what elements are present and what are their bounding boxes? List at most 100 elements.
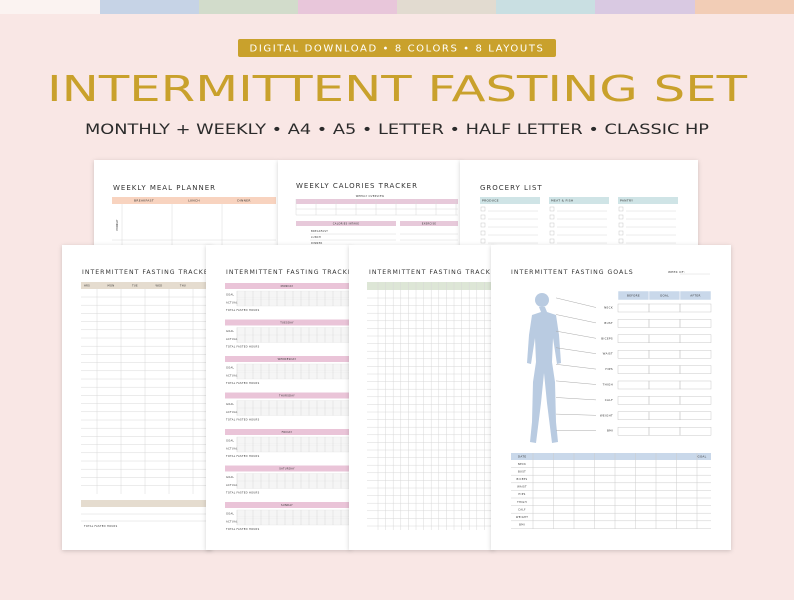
- page: WEEKLY CALORIES TRACKER WEEKLY OVERVIEW CA…: [278, 160, 462, 250]
- main-title: INTERMITTENT FASTING SET: [47, 69, 748, 110]
- checkbox: [480, 206, 486, 212]
- stripe: [695, 0, 794, 14]
- label: BREAKFAST: [311, 229, 328, 233]
- label: PANTRY: [620, 199, 633, 203]
- header-row: [296, 221, 396, 226]
- label: LUNCH: [311, 235, 321, 239]
- page: INTERMITTENT FASTING TRACKER MONDAY GOAL AC…: [206, 245, 358, 550]
- figure-head: [535, 293, 549, 307]
- cell: [679, 396, 712, 405]
- checkbox: [618, 206, 624, 212]
- pages: WEEKLY MEAL PLANNER BREAKFAST LUNCH DINNER M…: [62, 160, 731, 550]
- day-band: [225, 319, 349, 326]
- checkbox: [480, 238, 486, 244]
- checkbox: [480, 230, 486, 236]
- cell: [679, 380, 712, 390]
- cell: [679, 319, 712, 328]
- sheet: [460, 160, 698, 250]
- label: THURSDAY: [279, 394, 295, 398]
- label: THIGH: [517, 500, 527, 504]
- label: HRS: [84, 284, 90, 288]
- label: MON: [108, 284, 115, 288]
- stripe: [496, 0, 595, 14]
- day-band: [225, 429, 349, 435]
- checkbox: [549, 214, 555, 220]
- cell: [679, 350, 712, 359]
- sheet: [94, 160, 278, 250]
- checkbox: [549, 238, 555, 244]
- rule: [555, 397, 597, 401]
- label: TOTAL FASTED HOURS: [226, 345, 260, 349]
- label: INTERMITTENT FASTING TRACKER: [226, 269, 358, 276]
- sheet: [278, 160, 462, 250]
- badge-text: DIGITAL DOWNLOAD • 8 COLORS • 8 LAYOUTS: [250, 44, 545, 55]
- label: TOTAL FASTED HOURS: [226, 491, 260, 495]
- label: INTERMITTENT FASTING TRACKER: [82, 269, 214, 276]
- label: FRIDAY: [282, 430, 293, 434]
- stripe: [298, 0, 397, 14]
- label: INTERMITTENT FASTING TRACKER: [369, 269, 501, 276]
- label: GOAL: [226, 512, 234, 516]
- label: GROCERY LIST: [480, 184, 543, 192]
- label: THIGH: [602, 383, 613, 387]
- label: BMI: [519, 523, 525, 527]
- rule: [555, 380, 597, 385]
- label: TOTAL FASTED HOURS: [226, 454, 260, 458]
- label: HIPS: [605, 367, 613, 371]
- sheet: [349, 245, 494, 550]
- header-cell: [679, 290, 712, 301]
- rule: [555, 364, 597, 370]
- stripe: [595, 0, 695, 14]
- label: WAIST: [517, 485, 527, 489]
- checkbox: [480, 214, 486, 220]
- stripe: [199, 0, 298, 14]
- label: GOAL: [226, 366, 234, 370]
- label: BUST: [604, 321, 613, 325]
- label: DINNER: [237, 199, 250, 203]
- label: TOTAL FASTED HOURS: [226, 418, 260, 422]
- header-row: [81, 500, 207, 507]
- label: MEAT & FISH: [551, 199, 573, 203]
- figure-body: [527, 307, 561, 443]
- header-row: [480, 197, 540, 204]
- page: INTERMITTENT FASTING TRACKER: [349, 245, 501, 550]
- row-label: MONDAY: [115, 219, 119, 230]
- label: ACTUAL: [226, 337, 238, 341]
- label: WAIST: [603, 352, 613, 356]
- label: TUE: [132, 284, 138, 288]
- label: WEDNESDAY: [278, 357, 297, 361]
- label: DINNER: [311, 241, 323, 245]
- label: THU: [180, 284, 186, 288]
- label: ACTUAL: [226, 301, 238, 305]
- label: GOAL: [226, 402, 234, 406]
- cell: [679, 334, 712, 343]
- cell: [679, 427, 712, 436]
- label: BEFORE: [627, 294, 640, 298]
- header-row: [112, 197, 276, 204]
- day-band: [225, 465, 349, 472]
- label: TOTAL FASTED HOURS: [84, 524, 118, 528]
- label: ACTUAL: [226, 374, 238, 378]
- label: TUESDAY: [280, 321, 294, 325]
- label: WEEKLY MEAL PLANNER: [113, 184, 216, 192]
- label: WEEKLY OVERVIEW: [356, 194, 385, 198]
- label: BMI: [607, 429, 613, 433]
- label: GOAL: [660, 294, 669, 298]
- stripe: [100, 0, 199, 14]
- label: HIPS: [518, 492, 525, 496]
- label: ACTUAL: [226, 447, 238, 451]
- subtitle: MONTHLY + WEEKLY • A4 • A5 • LETTER • HA…: [85, 122, 709, 138]
- sheet: [62, 245, 212, 550]
- label: GOAL: [226, 475, 234, 479]
- rule: [555, 314, 597, 324]
- day-band: [225, 502, 349, 508]
- header-row: [400, 221, 458, 226]
- label: BICEPS: [516, 477, 527, 481]
- checkbox: [549, 222, 555, 228]
- page: INTERMITTENT FASTING TRACKER HRS MON TUE WED…: [62, 245, 218, 550]
- checkbox: [618, 230, 624, 236]
- label: ACTUAL: [226, 483, 238, 487]
- page: GROCERY LIST PRODUCE MEAT & FISH PANTRY: [460, 160, 698, 250]
- stripe: [397, 0, 496, 14]
- label: WEEK OF:: [668, 270, 685, 274]
